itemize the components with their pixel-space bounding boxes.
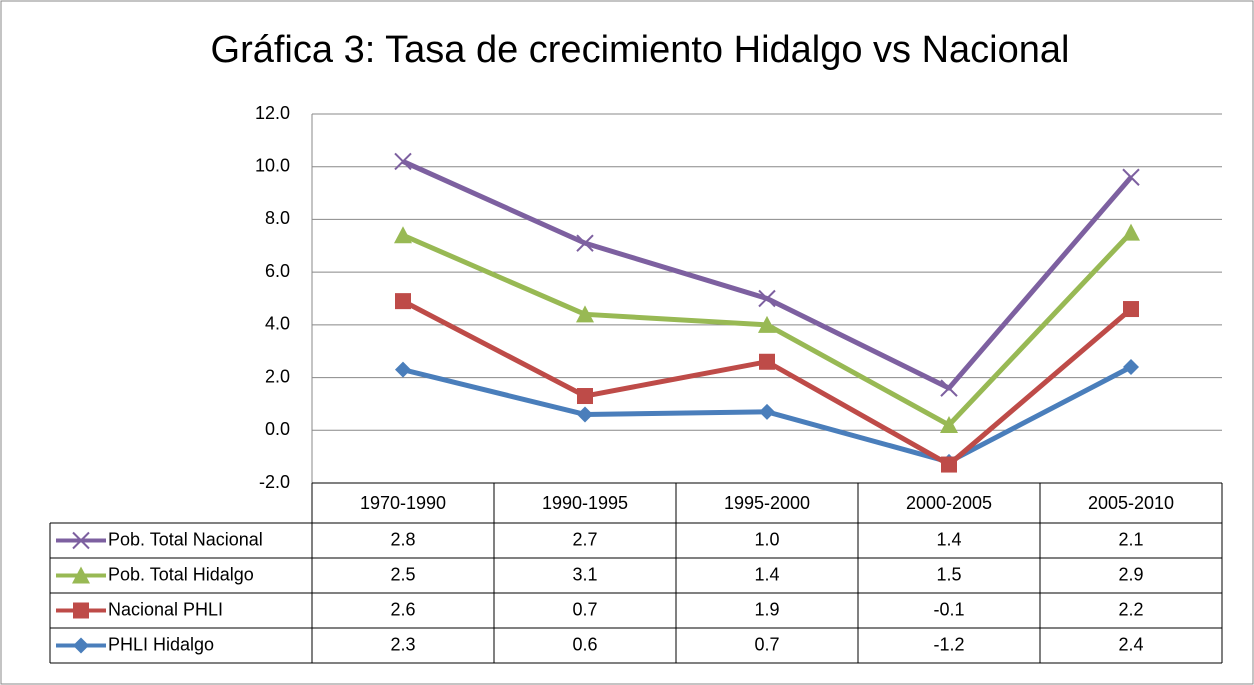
data-point	[394, 226, 412, 244]
y-tick-label: 0.0	[265, 419, 290, 439]
data-point	[394, 152, 412, 171]
data-point	[576, 305, 594, 323]
table-value: 2.9	[1118, 564, 1143, 584]
data-point	[1122, 223, 1140, 241]
y-tick-label: 12.0	[255, 103, 290, 123]
y-tick-label: 8.0	[265, 208, 290, 228]
x-tick-label: 1995-2000	[724, 493, 810, 513]
table-value: 2.3	[390, 634, 415, 654]
y-tick-label: 6.0	[265, 261, 290, 281]
table-value: 2.4	[1118, 634, 1143, 654]
table-value: 2.8	[390, 529, 415, 549]
x-tick-label: 1970-1990	[360, 493, 446, 513]
data-point	[576, 234, 594, 252]
data-point	[395, 293, 411, 310]
table-value: 2.7	[572, 529, 597, 549]
table-value: 0.6	[572, 634, 597, 654]
x-tick-label: 1990-1995	[542, 493, 628, 513]
legend-marker	[72, 531, 90, 550]
data-point	[395, 361, 411, 378]
legend-label: Pob. Total Hidalgo	[108, 564, 254, 584]
y-tick-label: 10.0	[255, 155, 290, 175]
table-value: -1.2	[933, 634, 964, 654]
table-value: 2.6	[390, 599, 415, 619]
data-point	[940, 379, 958, 397]
chart-title: Gráfica 3: Tasa de crecimiento Hidalgo v…	[211, 29, 1070, 71]
x-tick-label: 2005-2010	[1088, 493, 1174, 513]
legend-marker	[73, 637, 89, 654]
table-value: 0.7	[572, 599, 597, 619]
data-point	[759, 403, 775, 420]
table-value: 3.1	[572, 564, 597, 584]
table-value: 1.4	[754, 564, 779, 584]
data-point	[1123, 359, 1139, 376]
y-tick-label: 2.0	[265, 366, 290, 386]
y-tick-label: -2.0	[259, 472, 290, 492]
data-point	[577, 406, 593, 423]
table-value: 1.5	[936, 564, 961, 584]
table-value: -0.1	[933, 599, 964, 619]
data-point	[758, 289, 776, 308]
table-value: 2.1	[1118, 529, 1143, 549]
data-point	[758, 315, 776, 333]
y-tick-label: 4.0	[265, 314, 290, 334]
data-point	[940, 416, 958, 434]
legend-label: Pob. Total Nacional	[108, 529, 263, 549]
data-point	[759, 353, 775, 370]
legend-label: Nacional PHLI	[108, 599, 223, 619]
table-value: 1.9	[754, 599, 779, 619]
table-value: 2.5	[390, 564, 415, 584]
table-value: 1.0	[754, 529, 779, 549]
x-tick-label: 2000-2005	[906, 493, 992, 513]
table-value: 0.7	[754, 634, 779, 654]
data-point	[1122, 168, 1140, 186]
table-value: 1.4	[936, 529, 961, 549]
legend-label: PHLI Hidalgo	[108, 634, 214, 654]
legend-marker	[72, 566, 90, 584]
legend-marker	[73, 602, 89, 619]
data-point	[1123, 301, 1139, 318]
table-value: 2.2	[1118, 599, 1143, 619]
data-point	[577, 388, 593, 405]
data-point	[941, 456, 957, 473]
